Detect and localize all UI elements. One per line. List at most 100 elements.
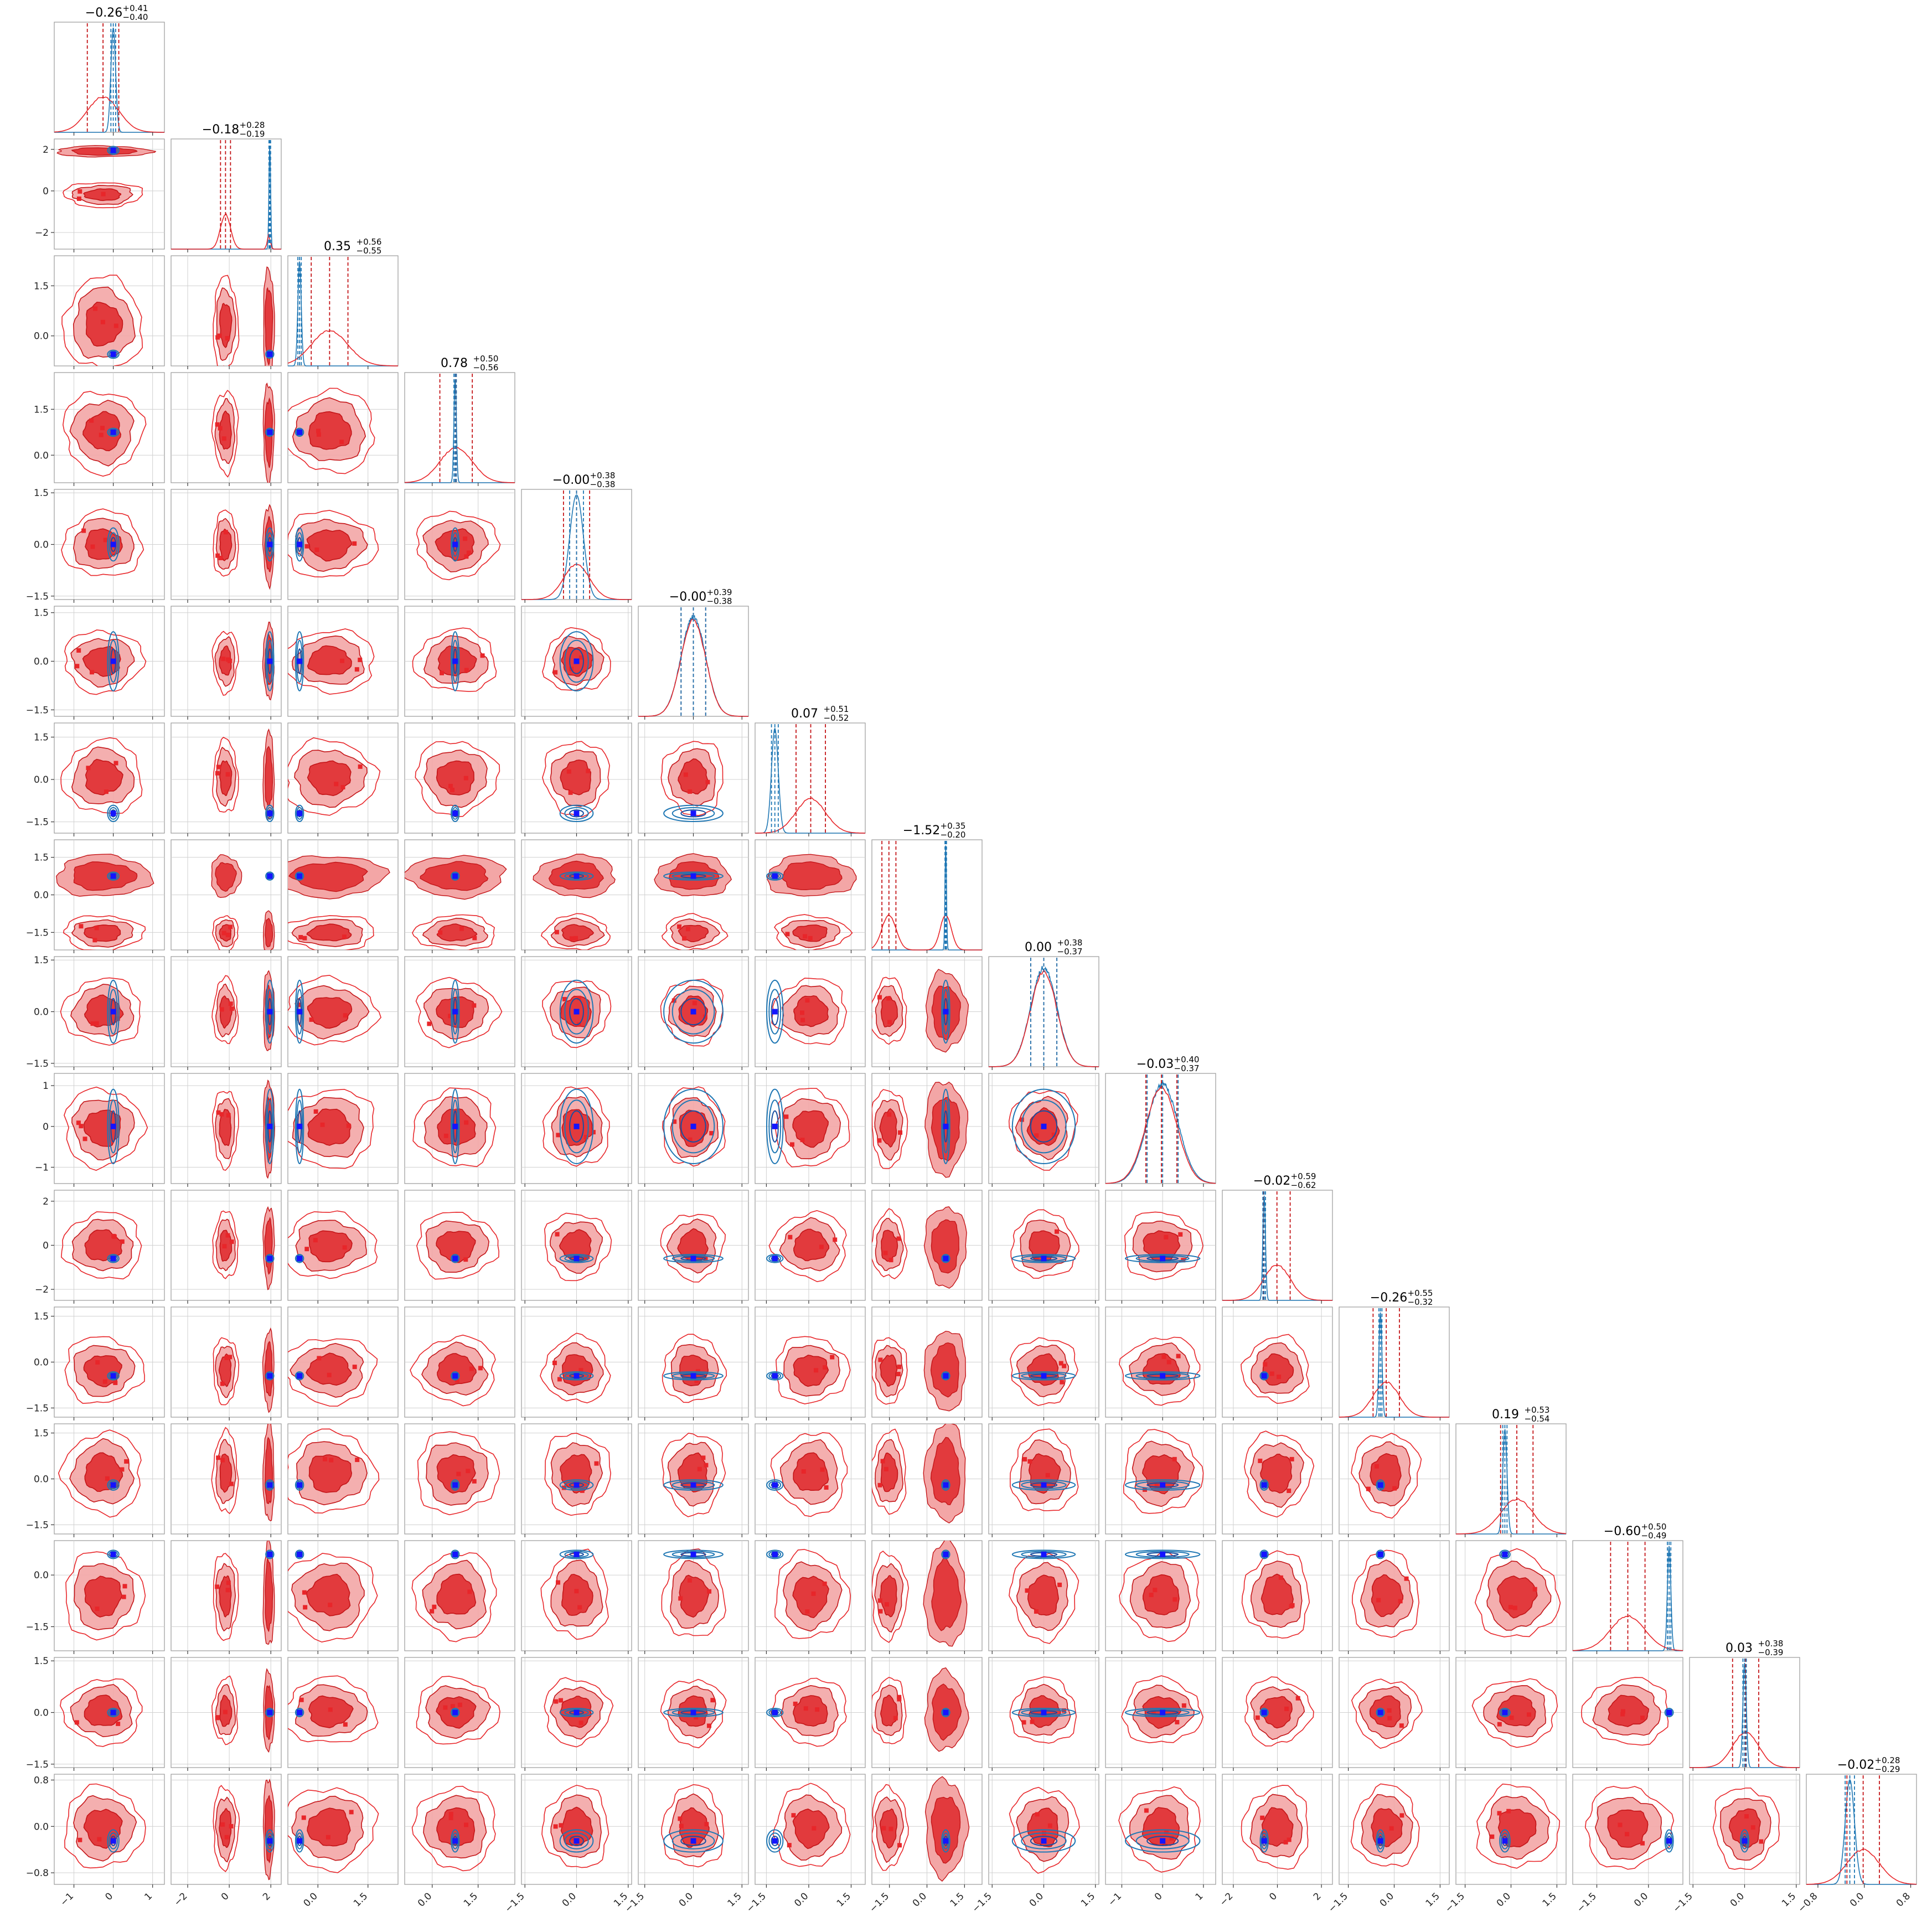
red-sample-marker [1169,1836,1174,1841]
title-median: −0.00 [669,590,706,604]
blue-contour [107,871,120,881]
red-contour [416,1211,500,1280]
red-contour [872,1337,908,1405]
title-median: 0.19 [1492,1408,1519,1422]
blue-contour [295,1479,304,1491]
red-sample-marker [554,929,559,934]
red-contour [288,628,375,695]
title-upper: +0.35 [941,821,966,831]
red-sample-marker [355,1458,360,1463]
marginal-title: −0.26 [1370,1291,1407,1305]
red-sample-marker [1149,1593,1154,1598]
red-contour [288,1338,378,1407]
blue-contour [107,1549,120,1559]
red-contour [212,1210,239,1279]
truth-marker [1041,1373,1047,1379]
blue-contour [1135,1709,1190,1716]
truth-marker [1377,1551,1383,1557]
red-contour [540,913,611,950]
red-sample-marker [105,1476,110,1481]
red-sample-marker [803,1706,808,1711]
red-sample-marker [566,769,571,774]
blue-contour [265,631,275,691]
red-sample-marker [1287,1837,1292,1842]
x-tick-label: 0.0 [1495,1890,1513,1909]
panel-r6-c5 [638,722,749,836]
red-sample-marker [79,1124,84,1129]
title-median: −0.02 [1253,1174,1290,1188]
red-sample-marker [1175,1719,1180,1724]
red-contour [84,994,124,1027]
red-sample-marker [1176,1354,1181,1358]
panel-r15-c7: −1.5 0.0 1.5 [867,1774,983,1915]
red-sample-marker [226,657,231,662]
red-sample-marker [443,1705,448,1710]
blue-contour [766,1254,784,1263]
panel-r4-c2 [287,489,399,603]
red-sample-marker [430,1609,435,1614]
truth-marker [267,873,273,879]
red-contour [64,629,147,695]
red-sample-marker [1283,1840,1288,1845]
blue-contour [452,1551,459,1558]
truth-marker [1160,1838,1166,1844]
red-sample-marker [97,1837,102,1842]
blue-contour [942,1372,949,1380]
panel-r6-c4 [521,722,632,836]
panel-r5-c4 [521,606,632,720]
red-sample-marker [704,1463,709,1468]
diag-frame [755,722,866,834]
red-sample-marker [120,1239,125,1244]
red-sample-marker [1062,1363,1067,1368]
panel-r12-c0: 1.5 0.0 −1.5 [26,1423,165,1537]
title-lower: −0.40 [123,12,148,22]
blue-contour [766,871,784,881]
blue-contour [296,428,303,436]
red-contour [212,915,239,950]
blue-histogram [288,261,398,366]
red-contour [219,528,233,561]
blue-contour [266,532,273,557]
x-tick-label: 0.0 [302,1890,320,1909]
red-sample-marker [1750,1825,1755,1830]
red-contour [213,1337,240,1406]
truth-marker [690,1123,696,1129]
truth-marker [267,1009,273,1015]
blue-contour [1499,1829,1511,1853]
panel-r5-c0: 1.5 0.0 −1.5 [26,606,165,720]
red-sample-marker [557,1377,562,1382]
blue-contour [107,1254,120,1263]
red-sample-marker [113,323,118,328]
truth-marker [943,1009,949,1015]
red-sample-marker [811,1591,816,1596]
blue-contour [295,1254,304,1263]
red-sample-marker [1144,1808,1149,1813]
truth-marker [1160,1551,1166,1557]
truth-marker [297,1256,303,1262]
red-contour [1008,1090,1078,1171]
red-sample-marker [228,1001,233,1006]
x-tick-label: −1 [58,1890,76,1908]
red-sample-marker [805,1609,810,1614]
red-histogram [54,96,164,133]
panel-r10-c9 [1105,1190,1216,1304]
title-lower: −0.20 [941,830,966,840]
blue-contour [451,1088,460,1165]
x-tick-label: 2 [261,1890,273,1903]
blue-contour [452,1832,459,1850]
red-contour [661,1548,726,1636]
x-tick-label: −1.5 [970,1890,994,1914]
truth-marker [690,1009,696,1015]
red-contour [560,1454,592,1494]
title-upper: +0.59 [1291,1171,1316,1181]
title-upper: +0.38 [1057,938,1083,948]
blue-contour [295,631,304,691]
y-tick-label: 0.0 [34,1474,49,1485]
truth-marker [267,541,273,547]
red-sample-marker [76,1120,81,1125]
x-tick-label: −1.5 [867,1890,891,1914]
red-sample-marker [1154,1483,1159,1488]
panel-r10-c10: −0.02 +0.59−0.62 [1222,1171,1333,1304]
panel-r11-c5 [638,1306,749,1420]
red-sample-marker [1153,1588,1158,1593]
